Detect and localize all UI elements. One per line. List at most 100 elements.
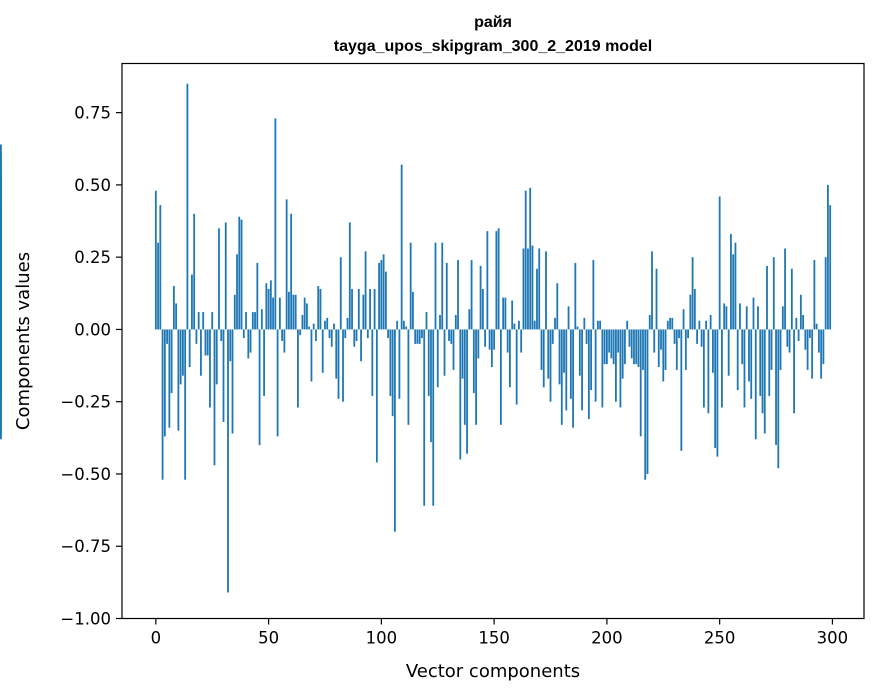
- bar-172: [542, 329, 545, 388]
- bar-174: [547, 329, 550, 379]
- bar-122: [430, 329, 432, 443]
- bar-238: [691, 257, 694, 330]
- bar-205: [617, 329, 620, 353]
- bar-177: [554, 317, 556, 330]
- bar-176: [551, 329, 554, 344]
- bar-272: [768, 329, 771, 396]
- bar-263: [748, 329, 750, 382]
- bar-3: [161, 329, 164, 480]
- bar-31: [224, 222, 227, 330]
- y-tick-label: 0.50: [74, 176, 111, 195]
- bar-62: [294, 294, 297, 330]
- bar-133: [454, 314, 457, 330]
- bar-217: [644, 329, 647, 480]
- bar-98: [375, 329, 378, 463]
- bar-32: [227, 329, 229, 593]
- bar-146: [484, 329, 486, 347]
- bar-206: [619, 329, 622, 408]
- bar-161: [518, 320, 520, 330]
- bar-57: [283, 329, 286, 353]
- bar-251: [721, 329, 723, 408]
- bar-244: [705, 320, 708, 330]
- bar-113: [409, 242, 412, 330]
- bar-148: [488, 329, 491, 350]
- bar-103: [387, 329, 390, 339]
- bar-204: [615, 329, 617, 402]
- bar-75: [324, 320, 326, 330]
- bar-170: [538, 248, 541, 330]
- bar-185: [572, 329, 574, 428]
- x-axis-label: Vector components: [406, 661, 580, 682]
- bar-274: [772, 257, 775, 330]
- bar-42: [249, 329, 252, 353]
- bar-203: [612, 329, 615, 365]
- bar-70: [312, 323, 315, 330]
- bar-54: [276, 329, 279, 437]
- bar-33: [229, 329, 232, 362]
- bar-151: [495, 231, 498, 330]
- bar-11: [179, 329, 182, 385]
- bar-197: [599, 320, 602, 330]
- bar-82: [339, 257, 342, 330]
- bar-68: [308, 326, 311, 330]
- bar-127: [441, 242, 444, 330]
- bar-150: [493, 329, 496, 350]
- bar-268: [759, 329, 762, 396]
- bar-undefined: [0, 202, 2, 330]
- bar-87: [351, 288, 353, 330]
- bar-290: [808, 329, 811, 339]
- bar-52: [272, 297, 274, 330]
- bar-236: [687, 329, 689, 339]
- bar-66: [303, 297, 306, 330]
- bar-59: [287, 291, 290, 330]
- bar-239: [693, 288, 696, 330]
- y-tick-label: −0.25: [60, 393, 111, 412]
- bar-141: [472, 329, 475, 394]
- bar-119: [423, 329, 426, 506]
- bar-149: [490, 329, 493, 368]
- bar-0: [154, 190, 157, 330]
- bar-45: [256, 262, 259, 330]
- bar-162: [520, 329, 523, 353]
- bar-258: [736, 329, 739, 391]
- bar-80: [335, 329, 338, 379]
- bar-144: [479, 265, 482, 330]
- bar-26: [213, 329, 216, 466]
- bar-22: [204, 329, 207, 356]
- bar-107: [396, 320, 399, 330]
- bar-191: [585, 329, 588, 344]
- bar-145: [481, 288, 484, 330]
- bar-165: [527, 248, 529, 330]
- bar-88: [353, 329, 356, 347]
- bar-262: [745, 306, 748, 330]
- bar-218: [646, 329, 649, 474]
- bar-93: [364, 251, 367, 330]
- bar-283: [793, 329, 795, 414]
- bar-group: [0, 83, 832, 593]
- bar-259: [739, 303, 741, 330]
- bar-138: [466, 329, 468, 454]
- bar-7: [170, 329, 173, 394]
- bar-277: [779, 329, 782, 370]
- y-tick-label: 0.00: [74, 320, 111, 339]
- bar-77: [328, 329, 331, 339]
- bar-104: [389, 329, 392, 396]
- bar-55: [278, 297, 281, 330]
- bar-209: [626, 320, 629, 330]
- bar-261: [743, 329, 746, 408]
- bar-44: [254, 312, 256, 330]
- bar-128: [443, 329, 446, 376]
- bar-285: [797, 329, 800, 341]
- bar-201: [608, 329, 611, 353]
- bar-234: [682, 309, 685, 330]
- bar-27: [215, 329, 218, 385]
- bar-241: [698, 320, 701, 330]
- bar-49: [265, 283, 268, 330]
- bar-109: [400, 164, 403, 330]
- bar-266: [754, 329, 757, 440]
- bar-126: [439, 314, 441, 330]
- bar-124: [434, 242, 437, 330]
- bar-142: [475, 329, 477, 425]
- bar-286: [799, 294, 802, 330]
- y-axis: −1.00 −0.75 −0.50 −0.25 0.00 0.25 0.50 0.75: [60, 104, 122, 629]
